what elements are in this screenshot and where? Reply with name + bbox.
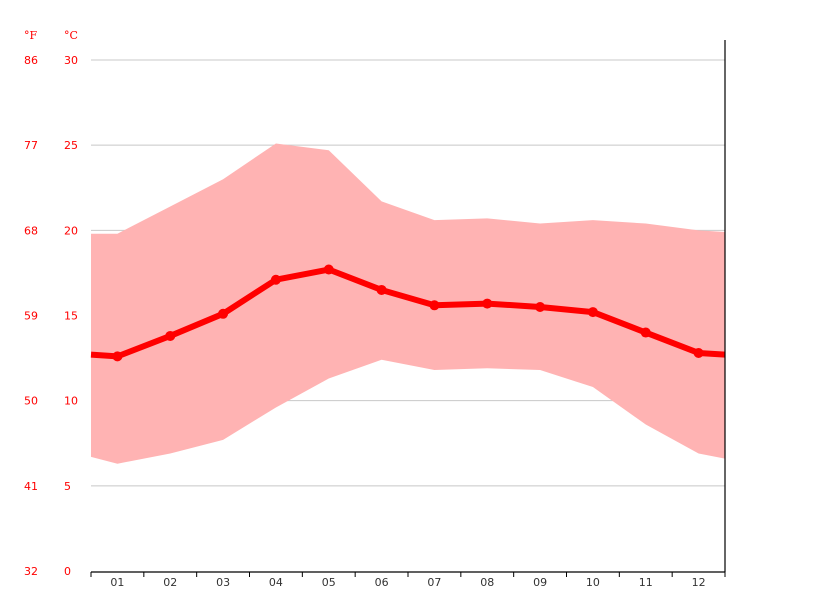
y-tick-celsius: 0: [64, 565, 71, 578]
y-tick-celsius: 5: [64, 480, 71, 493]
fahrenheit-unit-label: °F: [24, 29, 38, 42]
mean-temperature-line: [90, 266, 726, 360]
x-tick-label: 02: [163, 576, 177, 589]
x-tick-label: 10: [586, 576, 600, 589]
x-tick-label: 04: [269, 576, 283, 589]
mean-point: [323, 264, 334, 275]
mean-point: [270, 274, 281, 285]
x-tick-label: 05: [322, 576, 336, 589]
y-tick-fahrenheit: 50: [24, 395, 38, 408]
y-tick-fahrenheit: 59: [24, 310, 38, 323]
mean-point: [112, 351, 123, 362]
y-tick-celsius: 10: [64, 395, 78, 408]
y-tick-celsius: 20: [64, 224, 78, 237]
mean-point: [587, 307, 598, 318]
y-tick-fahrenheit: 86: [24, 54, 38, 67]
x-axis-ticks: 01 02 03 04 05 06 07 08 09 10 11 12: [90, 572, 726, 589]
y-tick-celsius: 30: [64, 54, 78, 67]
y-tick-fahrenheit: 41: [24, 480, 38, 493]
x-tick-label: 08: [480, 576, 494, 589]
y-tick-celsius: 15: [64, 310, 78, 323]
y-tick-fahrenheit: 77: [24, 139, 38, 152]
x-tick-label: 07: [427, 576, 441, 589]
mean-point: [640, 327, 651, 338]
x-tick-label: 06: [375, 576, 389, 589]
y-tick-celsius: 25: [64, 139, 78, 152]
mean-point: [165, 330, 176, 341]
celsius-unit-label: °C: [64, 29, 78, 42]
mean-point: [693, 347, 704, 358]
mean-point: [535, 301, 546, 312]
mean-point: [218, 308, 229, 319]
x-tick-label: 12: [692, 576, 706, 589]
x-tick-label: 01: [110, 576, 124, 589]
x-tick-label: 09: [533, 576, 547, 589]
min-max-band: [91, 143, 725, 464]
x-tick-label: 11: [639, 576, 653, 589]
mean-point: [429, 300, 440, 311]
mean-point: [376, 284, 387, 295]
y-tick-fahrenheit: 68: [24, 224, 38, 237]
y-tick-fahrenheit: 32: [24, 565, 38, 578]
x-tick-label: 03: [216, 576, 230, 589]
mean-point: [482, 298, 493, 309]
y-axis-ticks: 32 0 41 5 50 10 59 15 68 20 77 25 86 30: [24, 54, 78, 578]
mean-temperature-points: [112, 264, 704, 362]
